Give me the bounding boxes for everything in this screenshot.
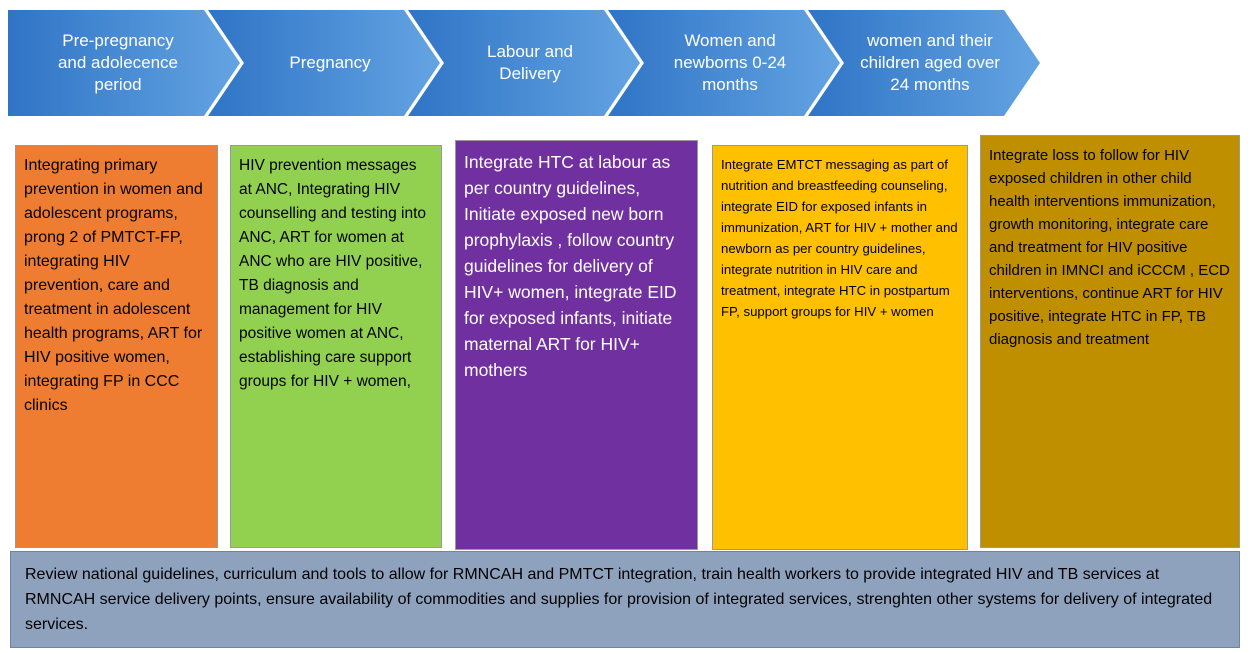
stage-box: HIV prevention messages at ANC, Integrat… [230,145,442,548]
stage-box: Integrate HTC at labour as per country g… [455,140,698,550]
stage-box: Integrating primary prevention in women … [15,145,218,548]
stage-box: Integrate loss to follow for HIV exposed… [980,135,1240,548]
chevron [808,10,1040,116]
stage-label: Pregnancy [289,53,371,72]
stage-label: Pre-pregnancy and adolecence period [57,31,179,94]
chevron [208,10,440,116]
footer: Review national guidelines, curriculum a… [10,551,1240,648]
chevron [608,10,840,116]
chevron [408,10,640,116]
chevron [8,10,240,116]
stage-label: Labour and Delivery [486,42,574,83]
stage-label: Women and newborns 0-24 months [673,31,787,94]
stage-box: Integrate EMTCT messaging as part of nut… [712,145,968,550]
stage-label: women and their children aged over 24 mo… [860,31,1000,94]
chevrons [8,10,1040,116]
